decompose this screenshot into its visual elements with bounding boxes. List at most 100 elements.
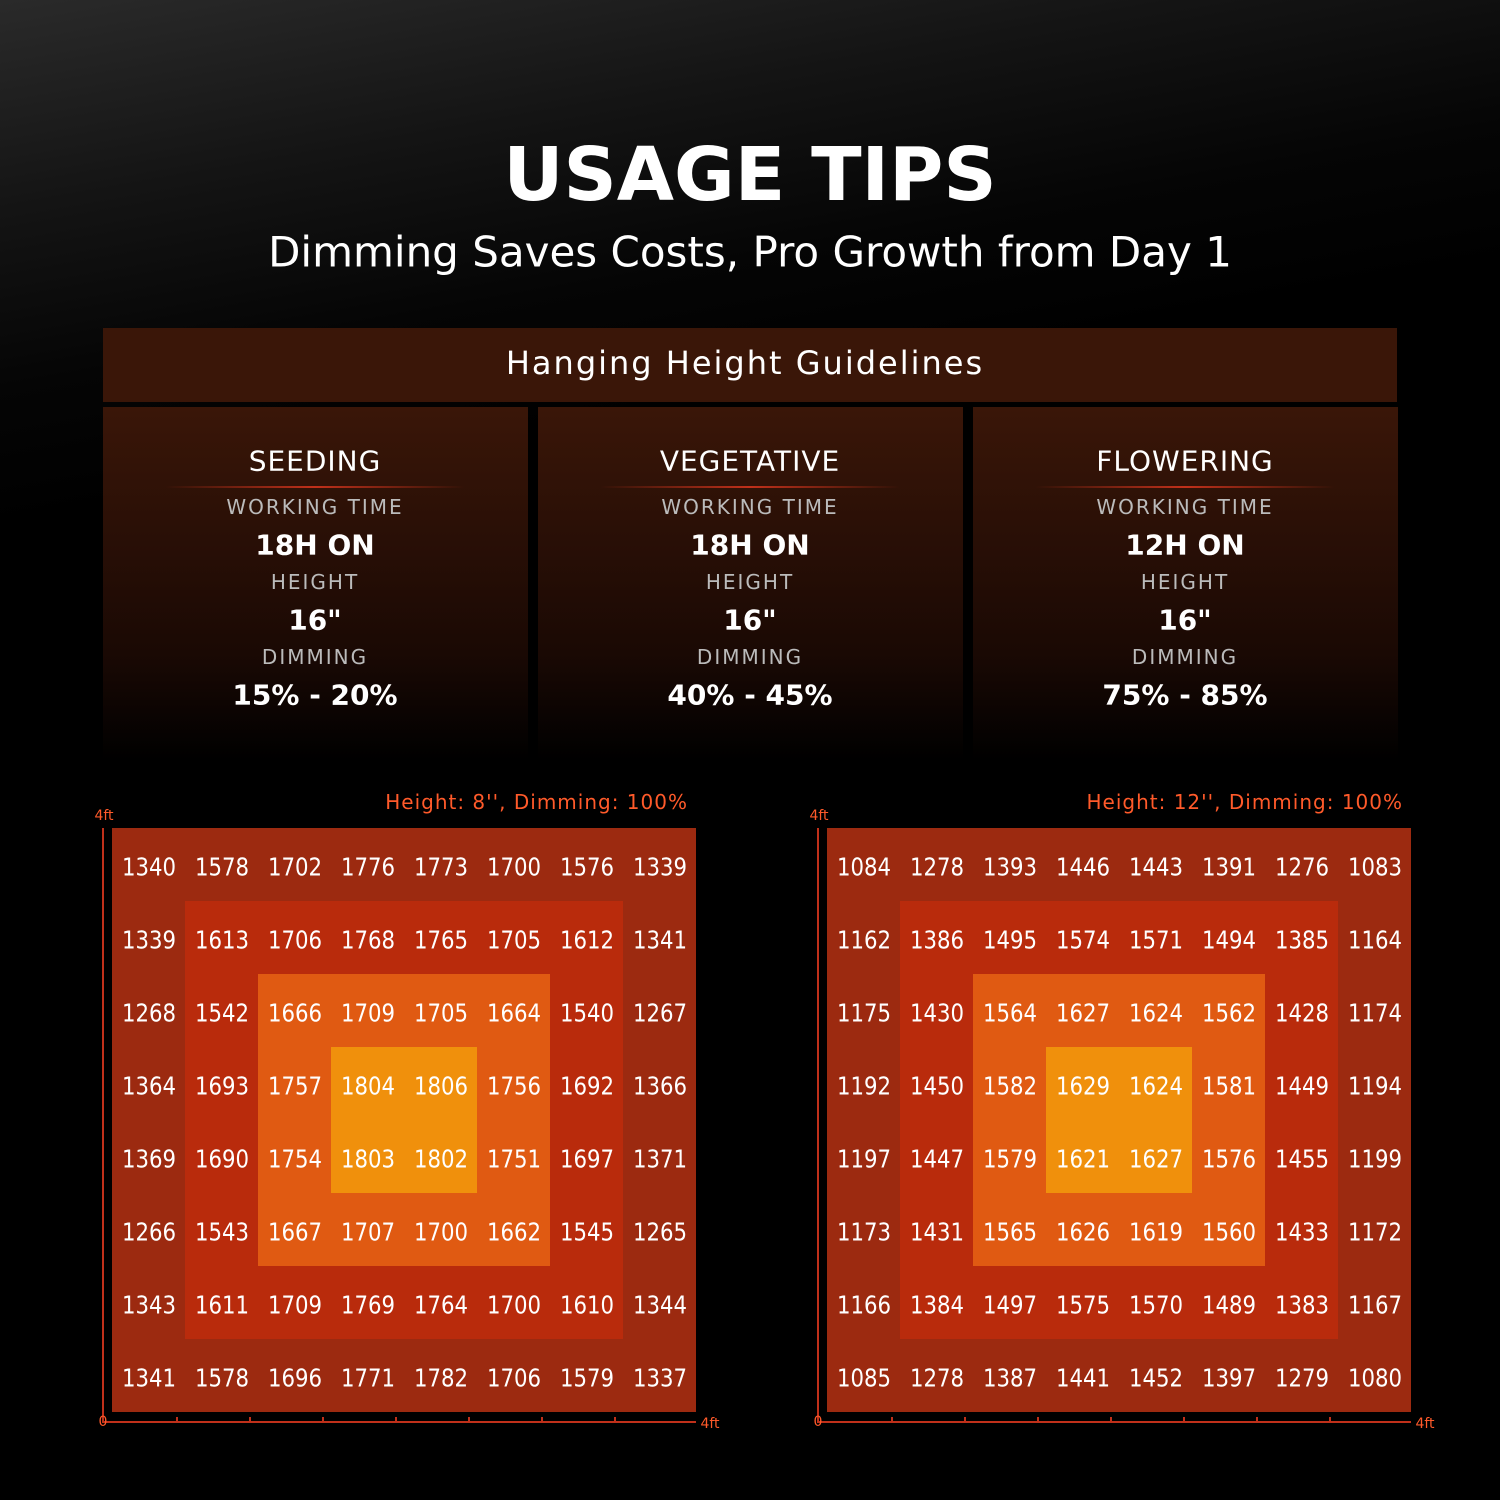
map-value: 1441	[1055, 1363, 1110, 1392]
map-cell	[1192, 828, 1265, 901]
x-max-label: 4ft	[1415, 1416, 1435, 1432]
map-value: 1540	[559, 998, 614, 1027]
map-cell	[973, 974, 1046, 1047]
map-value: 1278	[909, 852, 964, 881]
map-value: 1164	[1347, 925, 1402, 954]
map-value: 1083	[1347, 852, 1402, 881]
map-value: 1455	[1274, 1144, 1329, 1173]
map-cell	[1265, 1047, 1338, 1120]
map-value: 1278	[909, 1363, 964, 1392]
map-value: 1268	[121, 998, 176, 1027]
map-cell	[1338, 901, 1411, 974]
dimming-label: DIMMING	[261, 645, 369, 669]
map-cell	[1046, 1266, 1119, 1339]
map-cell	[1192, 1120, 1265, 1193]
map-cell	[1192, 1339, 1265, 1412]
dimming: 15% - 20%	[232, 678, 398, 712]
map-cell	[1046, 974, 1119, 1047]
map-value: 1627	[1055, 998, 1110, 1027]
map-cell	[331, 1047, 404, 1120]
map-value: 1080	[1347, 1363, 1402, 1392]
map-value: 1707	[340, 1217, 395, 1246]
map-value: 1690	[194, 1144, 249, 1173]
map-cell	[623, 901, 696, 974]
map-value: 1769	[340, 1290, 395, 1319]
map-cell	[900, 901, 973, 974]
map-cell	[404, 1047, 477, 1120]
map-value: 1371	[632, 1144, 687, 1173]
map-cell	[623, 1266, 696, 1339]
map-cell	[258, 1339, 331, 1412]
map-value: 1804	[340, 1071, 395, 1100]
map-value: 1542	[194, 998, 249, 1027]
guidelines-header	[103, 328, 1397, 402]
map-cell	[112, 901, 185, 974]
map-value: 1450	[909, 1071, 964, 1100]
map-value: 1619	[1128, 1217, 1183, 1246]
map-value: 1782	[413, 1363, 468, 1392]
map-cell	[1046, 1047, 1119, 1120]
map-cell	[1338, 1120, 1411, 1193]
map-cell	[185, 1047, 258, 1120]
map-caption: Height: 8'', Dimming: 100%	[385, 790, 688, 814]
map-cell	[973, 1339, 1046, 1412]
map-cell	[1265, 1339, 1338, 1412]
map-value: 1397	[1201, 1363, 1256, 1392]
map-value: 1494	[1201, 925, 1256, 954]
stage-panel	[973, 407, 1398, 760]
map-cell	[623, 1193, 696, 1266]
map-cell	[1265, 1120, 1338, 1193]
x-tick	[468, 1417, 470, 1422]
map-cell	[477, 1120, 550, 1193]
map-value: 1366	[632, 1071, 687, 1100]
map-cell	[1046, 1120, 1119, 1193]
map-cell	[331, 901, 404, 974]
map-cell	[550, 1120, 623, 1193]
map-value: 1579	[982, 1144, 1037, 1173]
map-value: 1452	[1128, 1363, 1183, 1392]
map-cell	[1119, 1193, 1192, 1266]
height: 16"	[723, 603, 777, 637]
map-value: 1765	[413, 925, 468, 954]
map-cell	[900, 974, 973, 1047]
map-cell	[258, 1266, 331, 1339]
x-tick	[249, 1417, 251, 1422]
map-cell	[258, 1120, 331, 1193]
map-value: 1339	[121, 925, 176, 954]
map-cell	[185, 1339, 258, 1412]
map-cell	[404, 1266, 477, 1339]
map-value: 1705	[486, 925, 541, 954]
x-tick	[1256, 1417, 1258, 1422]
map-cell	[1265, 901, 1338, 974]
x-tick	[1037, 1417, 1039, 1422]
working-time-label: WORKING TIME	[661, 495, 839, 519]
map-value: 1431	[909, 1217, 964, 1246]
map-value: 1383	[1274, 1290, 1329, 1319]
x-tick	[176, 1417, 178, 1422]
map-cell	[1119, 1339, 1192, 1412]
map-cell	[1119, 1047, 1192, 1120]
map-value: 1344	[632, 1290, 687, 1319]
height-label: HEIGHT	[1140, 570, 1230, 594]
map-cell	[185, 901, 258, 974]
map-cell	[112, 1120, 185, 1193]
map-value: 1578	[194, 1363, 249, 1392]
map-cell	[331, 1193, 404, 1266]
map-value: 1611	[194, 1290, 249, 1319]
map-value: 1446	[1055, 852, 1110, 881]
map-cell	[1192, 974, 1265, 1047]
map-cell	[404, 828, 477, 901]
map-cell	[331, 1120, 404, 1193]
map-value: 1565	[982, 1217, 1037, 1246]
x-tick	[1183, 1417, 1185, 1422]
map-value: 1582	[982, 1071, 1037, 1100]
map-cell	[827, 1047, 900, 1120]
map-value: 1391	[1201, 852, 1256, 881]
map-cell	[404, 1339, 477, 1412]
guidelines-title: Hanging Height Guidelines	[505, 344, 985, 382]
map-cell	[550, 901, 623, 974]
map-value: 1562	[1201, 998, 1256, 1027]
divider	[600, 486, 900, 488]
map-cell	[477, 828, 550, 901]
map-cell	[1265, 1266, 1338, 1339]
